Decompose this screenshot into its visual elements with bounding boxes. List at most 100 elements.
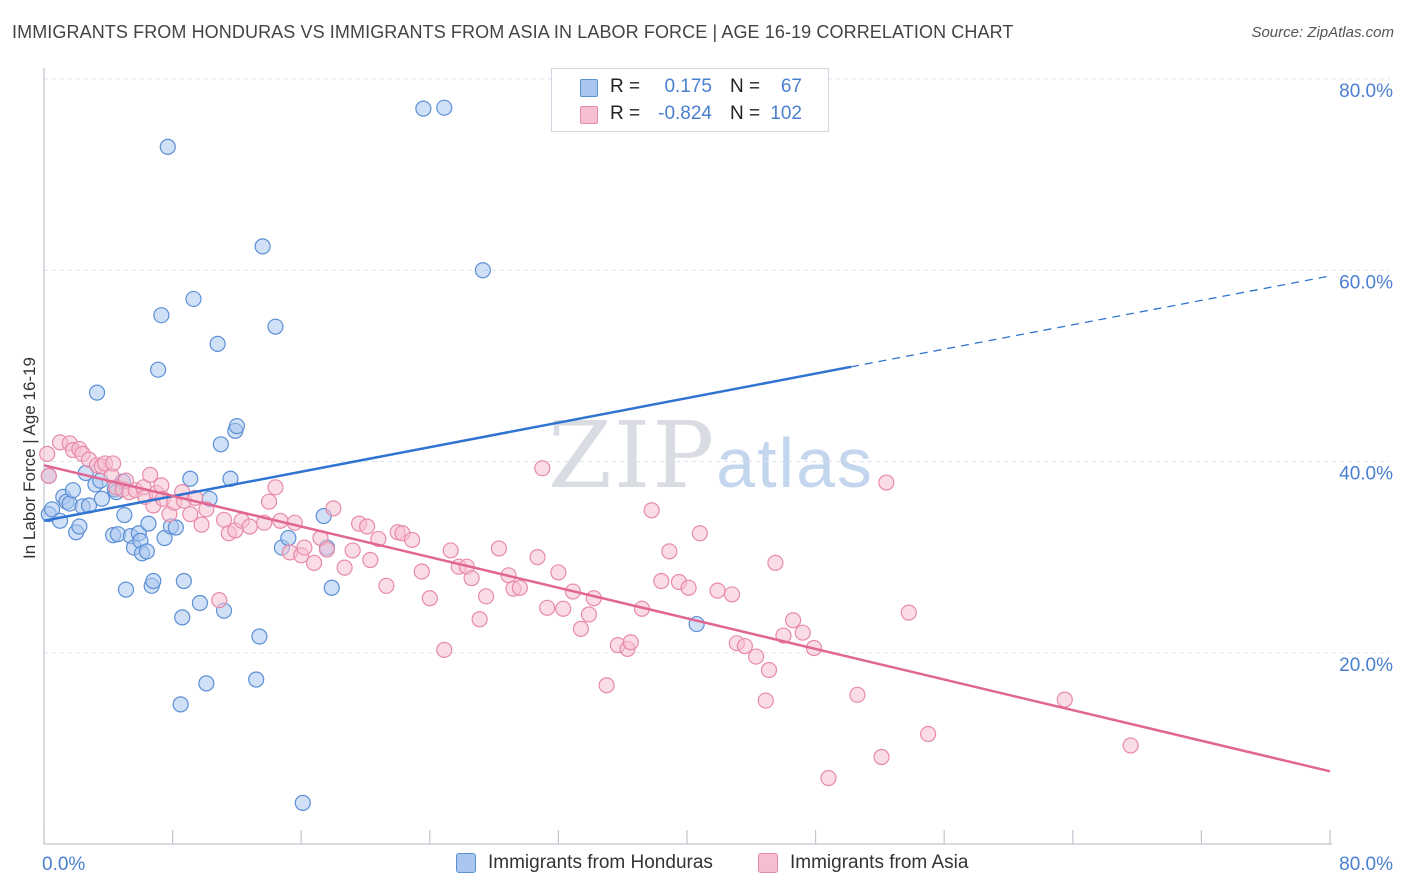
asia-point [661,543,678,560]
asia-point [182,505,199,523]
asia-point [757,692,774,709]
honduras-point [88,384,106,401]
asia-point [878,474,895,491]
asia-point [511,579,528,596]
asia-point [370,530,387,548]
asia-point [643,502,660,519]
legend-r-label: R = [610,103,641,124]
honduras-point [436,99,453,116]
honduras-point [172,696,189,713]
legend-swatch-asia [580,106,598,124]
asia-point [709,582,726,599]
asia-point [211,592,228,609]
honduras-point [228,418,245,435]
asia-point [767,554,784,571]
honduras-point [254,238,271,255]
asia-point [490,540,508,557]
bottom-legend-asia: Immigrants from Asia [758,850,1018,878]
y-tick-label: 80.0% [1339,81,1393,102]
honduras-point [174,609,191,626]
asia-point [736,637,753,655]
asia-point [436,641,453,658]
asia-point [344,542,361,559]
asia-point [336,559,353,576]
y-tick-label: 60.0% [1339,272,1393,293]
asia-point [260,493,278,510]
honduras-point [145,572,162,590]
asia-point [404,531,421,549]
asia-point [296,539,313,556]
asia-point [580,606,598,623]
asia-point [193,516,210,533]
honduras-point [185,290,202,308]
honduras-point [150,361,167,378]
asia-point [267,479,284,496]
asia-point [241,518,258,535]
asia-point [555,600,572,617]
honduras-point [212,436,229,453]
x-tick-label-min: 0.0% [42,854,85,875]
asia-point [40,467,57,484]
grid-lines [44,78,1390,654]
asia-point [539,599,556,616]
honduras-point [474,262,491,279]
axis-labels: 20.0% 40.0% 60.0% 80.0% 0.0% 80.0% In Labor Fo… [20,81,1393,875]
honduras-point [175,572,192,590]
asia-point [529,549,546,566]
asia-point [442,542,459,559]
asia-point [900,604,917,621]
asia-point [141,466,159,483]
honduras-point [415,100,432,117]
honduras-point [138,543,155,560]
honduras-point [64,482,82,499]
honduras-point [280,529,297,547]
watermark: ZIPatlas [548,402,874,509]
legend-row-asia: R = -0.824 N = 102 [552,101,828,129]
honduras-point [182,470,199,487]
asia-point [105,455,122,472]
legend-n-label: N = [730,76,761,97]
honduras-point [167,519,184,536]
honduras-point [140,515,157,532]
asia-point [598,677,615,694]
x-tick-label-max: 80.0% [1339,854,1393,875]
bottom-legend-swatch-honduras [456,853,476,873]
asia-point [622,634,639,651]
legend-r-value: -0.824 [658,103,712,124]
honduras-points [40,99,705,811]
y-axis-title: In Labor Force | Age 16-19 [20,357,39,559]
trend-lines [43,275,1331,773]
asia-point [794,624,811,641]
honduras-point [71,518,88,535]
asia-point [534,460,551,477]
honduras-point [198,675,215,692]
asia-point [305,554,323,571]
asia-point [413,563,430,580]
asia-point [421,590,438,607]
source-credit: Source: ZipAtlas.com [1251,24,1394,41]
honduras-point [93,490,110,507]
asia-point [820,769,837,787]
legend-row-honduras: R = 0.175 N = 67 [552,74,828,102]
asia-point [849,686,866,703]
legend-n-value: 102 [770,103,802,124]
bottom-legend-label-asia: Immigrants from Asia [790,852,969,873]
asia-point [680,579,697,596]
asia-points [39,434,1139,787]
stats-legend: R = 0.175 N = 67 R = -0.824 N = 102 [551,68,829,132]
bottom-legend-honduras: Immigrants from Honduras [456,850,756,878]
bottom-legend-label-honduras: Immigrants from Honduras [488,852,713,873]
asia-point [550,564,567,581]
honduras-point [267,318,284,335]
y-tick-label: 20.0% [1339,655,1393,676]
chart-title: IMMIGRANTS FROM HONDURAS VS IMMIGRANTS F… [12,22,1014,42]
honduras-point [159,138,176,155]
asia-point [325,500,342,517]
legend-swatch-honduras [580,79,598,97]
legend-r-label: R = [610,76,641,97]
asia-point [471,611,488,628]
honduras-point [248,671,265,688]
asia-point [723,586,741,603]
asia-point [378,577,395,594]
